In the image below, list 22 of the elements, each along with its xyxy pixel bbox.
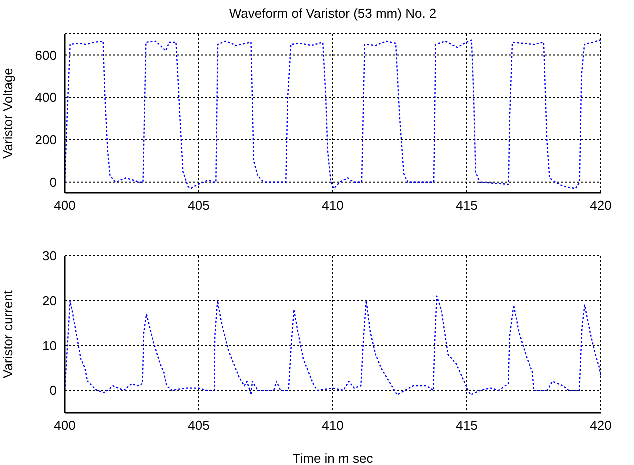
y-axis-title: Varistor current — [0, 290, 16, 378]
x-tick-label: 410 — [322, 418, 344, 434]
y-tick-label: 0 — [50, 383, 57, 398]
x-tick-label: 415 — [456, 198, 478, 214]
y-tick-label: 20 — [42, 293, 57, 308]
y-tick-label: 0 — [50, 175, 57, 190]
y-tick-label: 200 — [35, 132, 57, 148]
line-series — [65, 296, 601, 396]
chart-title: Waveform of Varistor (53 mm) No. 2 — [228, 6, 438, 21]
x-tick-label: 405 — [188, 198, 210, 214]
y-tick-label: 10 — [42, 338, 57, 354]
x-tick-label: 420 — [590, 198, 612, 214]
x-tick-label: 410 — [322, 198, 344, 214]
x-tick-label: 415 — [456, 418, 478, 434]
x-tick-label: 420 — [590, 418, 612, 434]
line-series — [65, 40, 601, 190]
y-tick-label: 400 — [35, 90, 57, 106]
y-tick-label: 600 — [35, 48, 57, 63]
x-axis-title: Time in m sec — [292, 451, 374, 465]
x-tick-label: 405 — [188, 418, 210, 434]
y-tick-label: 30 — [42, 248, 57, 264]
y-axis-title: Varistor Voltage — [0, 68, 16, 159]
